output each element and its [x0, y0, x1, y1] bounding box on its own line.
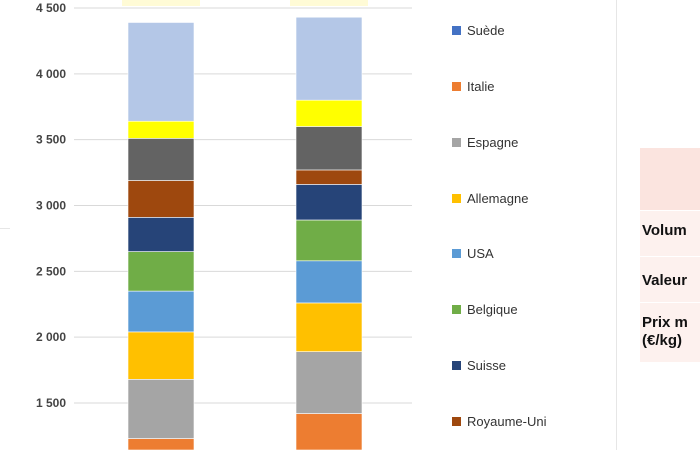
bar-segment-allemagne	[127, 331, 195, 380]
legend-label: Espagne	[467, 134, 519, 150]
legend-swatch	[452, 416, 461, 426]
legend: Suède Italie Espagne Allemagne USA Belgique Su…	[452, 0, 612, 450]
legend-item: Allemagne	[452, 189, 528, 207]
side-table-row-divider	[640, 302, 700, 303]
y-tick-label: 3 500	[36, 133, 66, 147]
bar-segment-suisse	[127, 217, 195, 252]
panel-divider	[616, 0, 617, 450]
legend-item: USA	[452, 244, 494, 262]
bar-segment-other	[295, 99, 363, 127]
legend-label: Suisse	[467, 357, 507, 373]
bar-segment-other	[295, 16, 363, 101]
chart-svg: 1 500 2 000 2 500 3 000 3 500 4 000 4 500	[36, 0, 412, 450]
side-table-row-label-volume: Volum	[642, 222, 687, 239]
legend-item: Suède	[452, 21, 505, 39]
bar-segment-italie	[295, 413, 363, 450]
legend-item: Italie	[452, 77, 494, 95]
legend-label: Suède	[467, 22, 505, 38]
side-table-row-divider	[640, 256, 700, 257]
bar-header-highlight	[122, 0, 200, 6]
y-tick-label: 2 000	[36, 330, 66, 344]
legend-label: Belgique	[467, 301, 518, 317]
legend-swatch	[452, 193, 461, 203]
bar-segment-usa	[295, 260, 363, 304]
y-tick-label: 4 000	[36, 67, 66, 81]
bar-segment-belgique	[127, 251, 195, 292]
legend-swatch	[452, 304, 461, 314]
bar-segment-italie	[127, 438, 195, 450]
stacked-bar-chart: 1 500 2 000 2 500 3 000 3 500 4 000 4 500	[36, 0, 412, 450]
legend-label: Allemagne	[467, 190, 529, 206]
bar-header-highlight	[290, 0, 368, 6]
side-table: Volum Valeur Prix m (€/kg)	[640, 148, 700, 362]
legend-swatch	[452, 81, 461, 91]
side-table-row-divider	[640, 210, 700, 211]
side-table-header	[640, 148, 700, 210]
legend-item: Espagne	[452, 133, 518, 151]
y-tick-label: 4 500	[36, 1, 66, 15]
bar-segment-allemagne	[295, 302, 363, 352]
y-tick-label: 2 500	[36, 264, 66, 278]
side-table-row-label-valeur: Valeur	[642, 272, 688, 289]
bar-segment-other	[295, 126, 363, 171]
legend-swatch	[452, 248, 461, 258]
legend-swatch	[452, 137, 461, 147]
legend-label: USA	[467, 245, 494, 261]
legend-item: Suisse	[452, 356, 506, 374]
legend-swatch	[452, 25, 461, 35]
legend-label: Italie	[467, 78, 495, 94]
bar-segment-other	[127, 22, 195, 122]
y-tick-label: 1 500	[36, 396, 66, 410]
bar-segment-other	[127, 120, 195, 139]
legend-swatch	[452, 360, 461, 370]
legend-label: Royaume-Uni	[467, 413, 547, 429]
legend-item: Belgique	[452, 300, 518, 318]
bar-segment-suisse	[295, 184, 363, 221]
bar-segment-royaume-uni	[127, 180, 195, 218]
y-tick-label: 3 000	[36, 199, 66, 213]
bar-segment-espagne	[295, 351, 363, 414]
bar-segment-royaume-uni	[295, 169, 363, 185]
left-divider	[0, 228, 10, 229]
bar-segment-belgique	[295, 219, 363, 262]
side-table-row-label-prix: Prix m (€/kg)	[642, 314, 688, 349]
bar-segment-usa	[127, 290, 195, 333]
bar-segment-espagne	[127, 378, 195, 439]
legend-item: Royaume-Uni	[452, 412, 546, 430]
bar-segment-other	[127, 138, 195, 181]
